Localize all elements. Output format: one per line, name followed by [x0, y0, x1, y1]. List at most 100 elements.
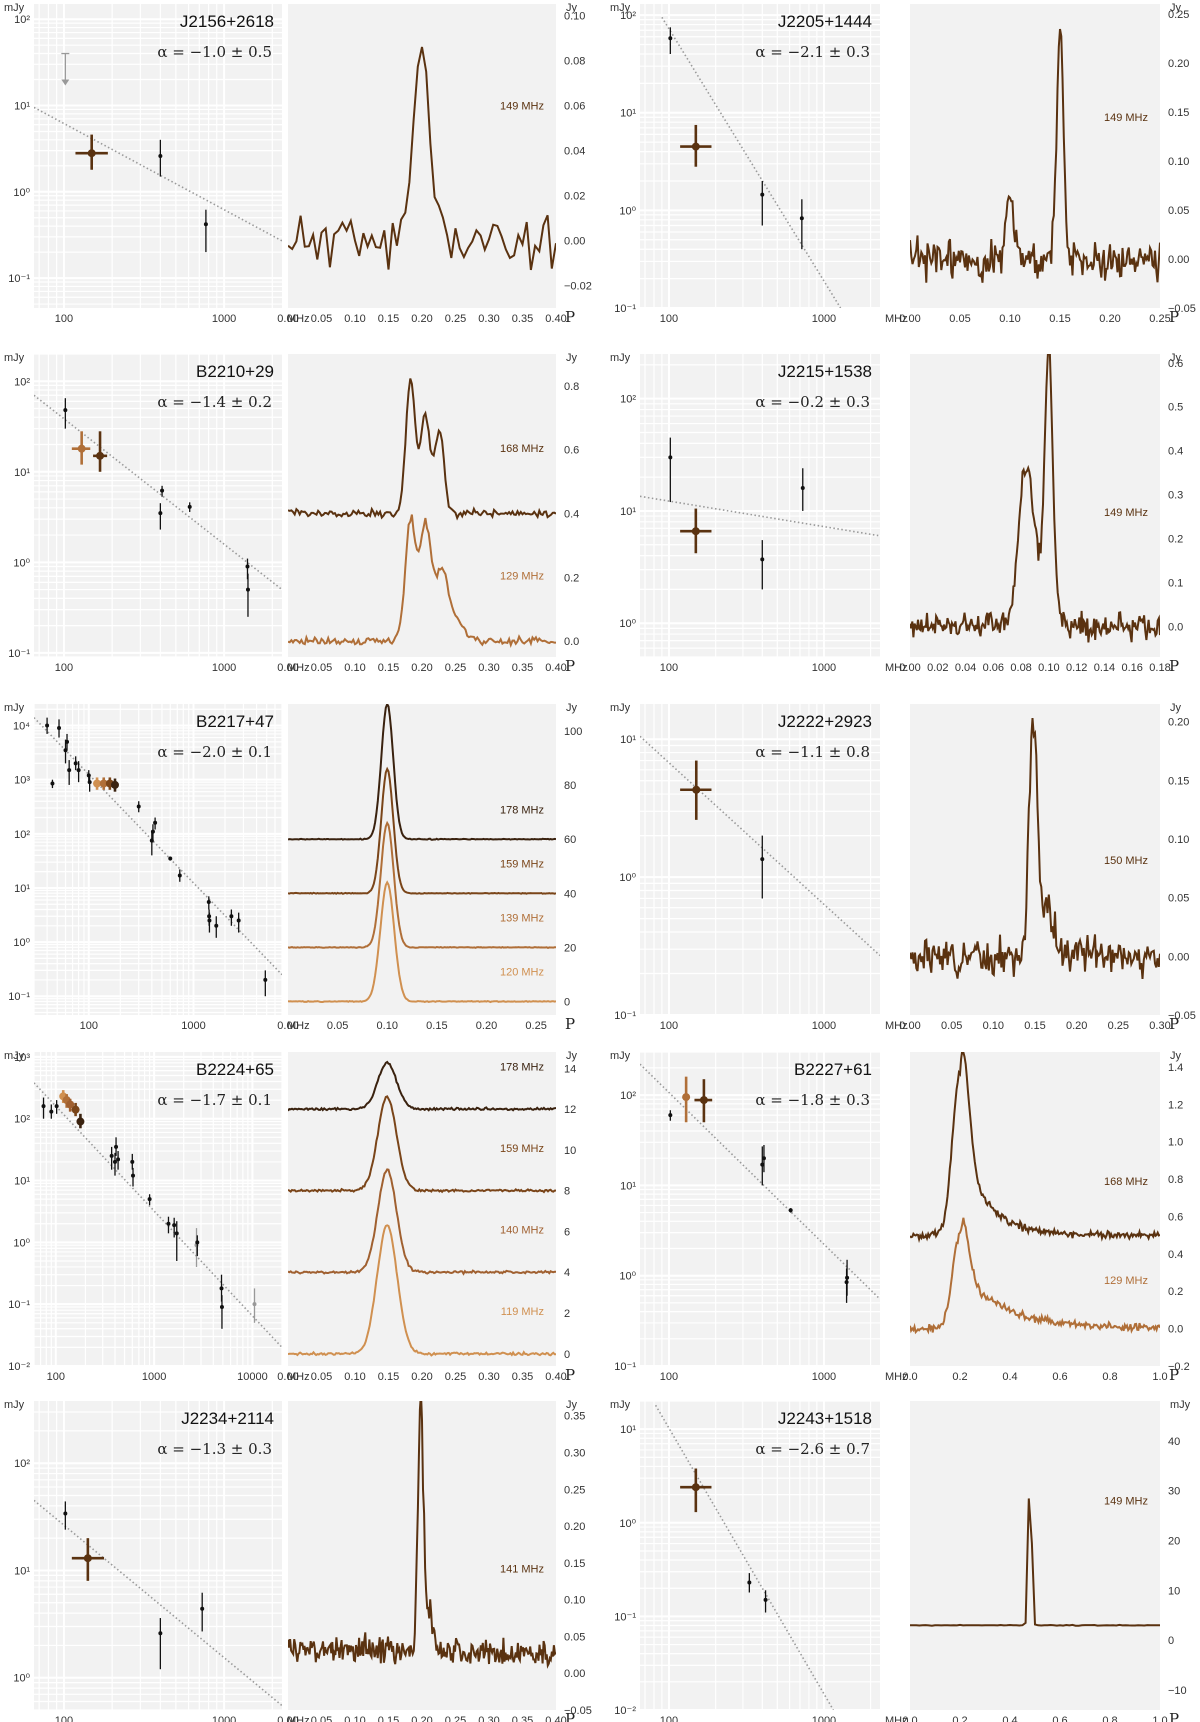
frequency-label: 149 MHz — [1104, 507, 1148, 519]
x-tick-label: 0.25 — [445, 662, 466, 674]
spectral-index: α = −2.1 ± 0.3 — [755, 43, 870, 61]
flux-marker — [788, 1208, 793, 1213]
y-tick-label: 0.0 — [564, 636, 579, 648]
x-tick-label: 0.05 — [941, 1020, 962, 1032]
x-tick-label: 0.4 — [1002, 1371, 1017, 1383]
profile-line — [910, 1217, 1160, 1335]
flux-point — [71, 1102, 80, 1117]
y-tick-label: 10¹ — [14, 1176, 30, 1188]
y-tick-label: 14 — [564, 1063, 576, 1075]
y-axis-unit: Jy — [566, 1050, 578, 1062]
flux-marker — [172, 1223, 177, 1228]
y-tick-label: 10⁻¹ — [8, 273, 30, 285]
flux-marker — [187, 504, 192, 509]
y-tick-label: 0.0 — [1168, 1324, 1183, 1336]
y-axis-unit: Jy — [1170, 352, 1182, 364]
plot-area — [640, 704, 880, 1015]
flux-point — [763, 1590, 768, 1613]
x-tick-label: 0.35 — [512, 313, 533, 325]
flux-marker — [245, 587, 250, 592]
flux-point — [668, 1110, 673, 1121]
x-tick-label: 0.05 — [949, 313, 970, 325]
y-tick-label: 0.08 — [564, 55, 585, 67]
x-tick-label: 100 — [660, 1020, 678, 1032]
y-tick-label: 0.6 — [1168, 358, 1183, 370]
y-tick-label: 100 — [564, 726, 582, 738]
x-tick-label: 0.15 — [426, 1020, 447, 1032]
profile-line — [288, 1224, 556, 1357]
profile-line — [910, 1052, 1160, 1244]
flux-marker — [692, 785, 701, 794]
y-tick-label: 0 — [1168, 1635, 1174, 1647]
flux-marker — [153, 820, 158, 825]
power-law-fit-line — [34, 1499, 282, 1707]
y-tick-label: 0.35 — [564, 1411, 585, 1423]
y-tick-label: 0.5 — [1168, 402, 1183, 414]
y-tick-label: 0 — [564, 996, 570, 1008]
flux-marker — [158, 153, 163, 158]
power-law-fit-line — [640, 495, 880, 537]
x-tick-label: 0.35 — [512, 662, 533, 674]
profile-line — [910, 1498, 1160, 1627]
flux-marker — [158, 1631, 163, 1636]
plot-area — [288, 378, 556, 648]
x-tick-label: 0.04 — [955, 662, 976, 674]
y-tick-label: 0.15 — [564, 1558, 585, 1570]
x-axis-unit: MHz — [885, 1371, 908, 1383]
plot-area — [910, 1052, 1160, 1335]
x-axis-unit: MHz — [287, 313, 310, 325]
x-tick-label: 0.10 — [344, 1371, 365, 1383]
y-tick-label: 0.25 — [564, 1484, 585, 1496]
x-tick-label: 100 — [55, 313, 73, 325]
flux-marker — [150, 829, 155, 834]
y-tick-label: 0.05 — [564, 1631, 585, 1643]
x-tick-label: 0.10 — [344, 662, 365, 674]
flux-marker — [800, 486, 805, 491]
flux-point — [158, 1618, 163, 1670]
flux-marker — [760, 857, 765, 862]
y-axis-unit: mJy — [4, 702, 25, 714]
y-tick-label: −0.05 — [1168, 1010, 1196, 1022]
plot-background — [640, 4, 880, 308]
y-tick-label: 1.0 — [1168, 1137, 1183, 1149]
y-tick-label: 0.8 — [1168, 1174, 1183, 1186]
frequency-label: 149 MHz — [1104, 112, 1148, 124]
y-tick-label: 10² — [14, 376, 30, 388]
frequency-label: 168 MHz — [1104, 1176, 1148, 1188]
x-tick-label: 1000 — [812, 662, 836, 674]
x-tick-label: 1000 — [812, 313, 836, 325]
plot-background — [34, 354, 282, 657]
x-tick-label: 0.05 — [311, 313, 332, 325]
y-tick-label: −0.05 — [564, 1705, 592, 1717]
y-tick-label: 80 — [564, 780, 576, 792]
x-axis-unit: MHz — [885, 1020, 908, 1032]
y-axis-unit: mJy — [1170, 1399, 1191, 1411]
x-axis-unit: MHz — [287, 1371, 310, 1383]
y-tick-label: 10⁰ — [619, 205, 636, 217]
y-tick-label: 4 — [564, 1267, 570, 1279]
profile-line — [288, 378, 556, 521]
x-tick-label: 0.12 — [1066, 662, 1087, 674]
x-axis-label: P — [565, 1015, 575, 1033]
flux-point — [73, 756, 78, 771]
x-tick-label: 0.0 — [902, 1715, 917, 1722]
plot-background — [910, 1052, 1160, 1366]
flux-point — [219, 1295, 224, 1329]
plot-area — [910, 1498, 1160, 1627]
x-tick-label: 0.40 — [545, 313, 566, 325]
x-tick-label: 1000 — [812, 1371, 836, 1383]
flux-marker — [245, 564, 250, 569]
y-tick-label: 10⁻¹ — [8, 1299, 30, 1311]
flux-point — [668, 27, 673, 54]
frequency-label: 149 MHz — [500, 100, 544, 112]
y-axis-unit: Jy — [1170, 2, 1182, 14]
plot-area — [34, 704, 282, 1015]
pulsar-name: J2243+1518 — [778, 1409, 872, 1428]
y-tick-label: 10⁴ — [13, 721, 30, 733]
x-tick-label: 1.0 — [1152, 1715, 1167, 1722]
